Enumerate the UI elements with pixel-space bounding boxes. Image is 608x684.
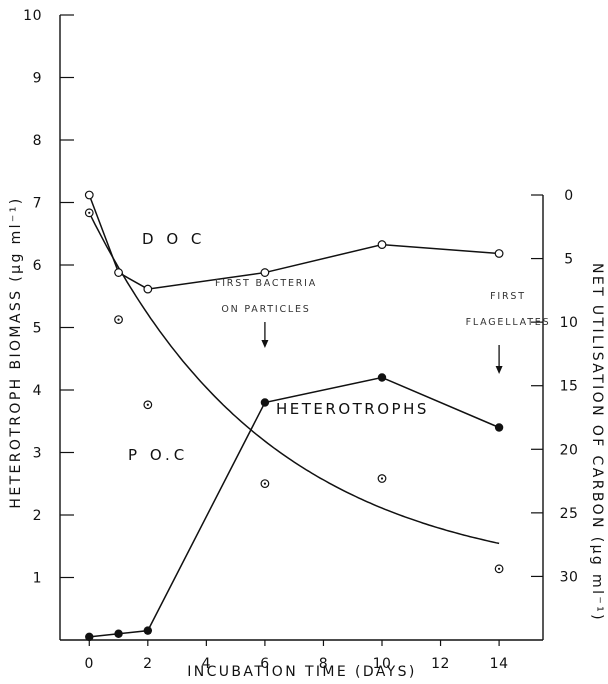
y-right-tick-label: 5 (564, 252, 573, 268)
annotation-line: FIRST BACTERIA (215, 278, 317, 289)
doc-point (494, 249, 504, 258)
heterotrophs-label: HETEROTROPHS (276, 400, 429, 418)
poc-point-center (88, 211, 91, 214)
heterotrophs-point (114, 629, 123, 638)
doc-point (114, 268, 123, 277)
doc-label: D O C (142, 230, 205, 248)
poc-label: P O.C (128, 446, 188, 464)
chart-labels: D O C P O.C HETEROTROPHS FIRST BACTERIA ON P… (128, 230, 551, 464)
doc-point (143, 284, 153, 294)
y-right-tick-label: 0 (564, 188, 573, 204)
x-tick-label: 0 (85, 656, 94, 672)
y-left-tick-label: 5 (33, 321, 42, 337)
heterotrophs-line (89, 376, 500, 638)
x-tick-label: 8 (319, 656, 328, 672)
y-left-tick-label: 3 (33, 446, 42, 462)
poc-point-center (263, 482, 267, 485)
annotation-line: FIRST (490, 291, 526, 302)
series-lines (88, 194, 500, 638)
heterotrophs-point (143, 626, 153, 635)
y-right-tick-label: 10 (560, 315, 579, 331)
y-left-tick-label: 7 (33, 196, 42, 212)
data-markers (84, 190, 504, 642)
annotation-line: FLAGELLATES (466, 317, 551, 328)
y-right-tick-label: 15 (560, 379, 579, 395)
poc-point-center (497, 567, 501, 570)
heterotrophs-point (377, 373, 387, 382)
y-left-tick-label: 2 (33, 508, 42, 524)
y-right-tick-label: 30 (560, 569, 579, 585)
poc-trend-curve (88, 212, 500, 545)
y-right-tick-label: 25 (560, 506, 579, 522)
doc-point (260, 268, 270, 277)
y-right-tick-label: 20 (560, 442, 579, 458)
heterotrophs-point (260, 398, 270, 407)
x-tick-label: 4 (202, 656, 211, 672)
x-tick-label: 14 (490, 656, 509, 672)
x-tick-label: 2 (143, 656, 152, 672)
x-axis-title: INCUBATION TIME (DAYS) (187, 664, 417, 680)
axes: 0 2 4 6 8 10 12 1412345678910051015202530INCUBA… (8, 8, 605, 680)
y-left-tick-label: 9 (33, 71, 42, 87)
doc-point (377, 240, 387, 249)
x-tick-label: 6 (260, 656, 269, 672)
poc-point-center (380, 477, 384, 480)
poc-point-center (117, 318, 120, 321)
y-left-tick-label: 4 (33, 383, 42, 399)
y-left-tick-label: 6 (33, 258, 42, 274)
heterotrophs-point (494, 423, 504, 432)
y-left-tick-label: 8 (33, 133, 42, 149)
y-right-axis-title: NET UTILISATION OF CARBON (μg ml⁻¹) (589, 263, 605, 622)
heterotrophs-point (85, 632, 94, 642)
y-left-tick-label: 1 (33, 571, 42, 587)
annotation-arrow-head (261, 340, 269, 348)
y-left-axis-title: HETEROTROPH BIOMASS (μg ml⁻¹) (8, 196, 24, 508)
doc-point (84, 190, 94, 200)
poc-point-center (146, 403, 149, 406)
annotation-line: ON PARTICLES (221, 304, 310, 315)
x-tick-label: 12 (431, 656, 450, 672)
x-tick-label: 10 (373, 656, 392, 672)
annotation-arrow-head (495, 366, 503, 374)
y-left-tick-label: 10 (23, 8, 42, 24)
